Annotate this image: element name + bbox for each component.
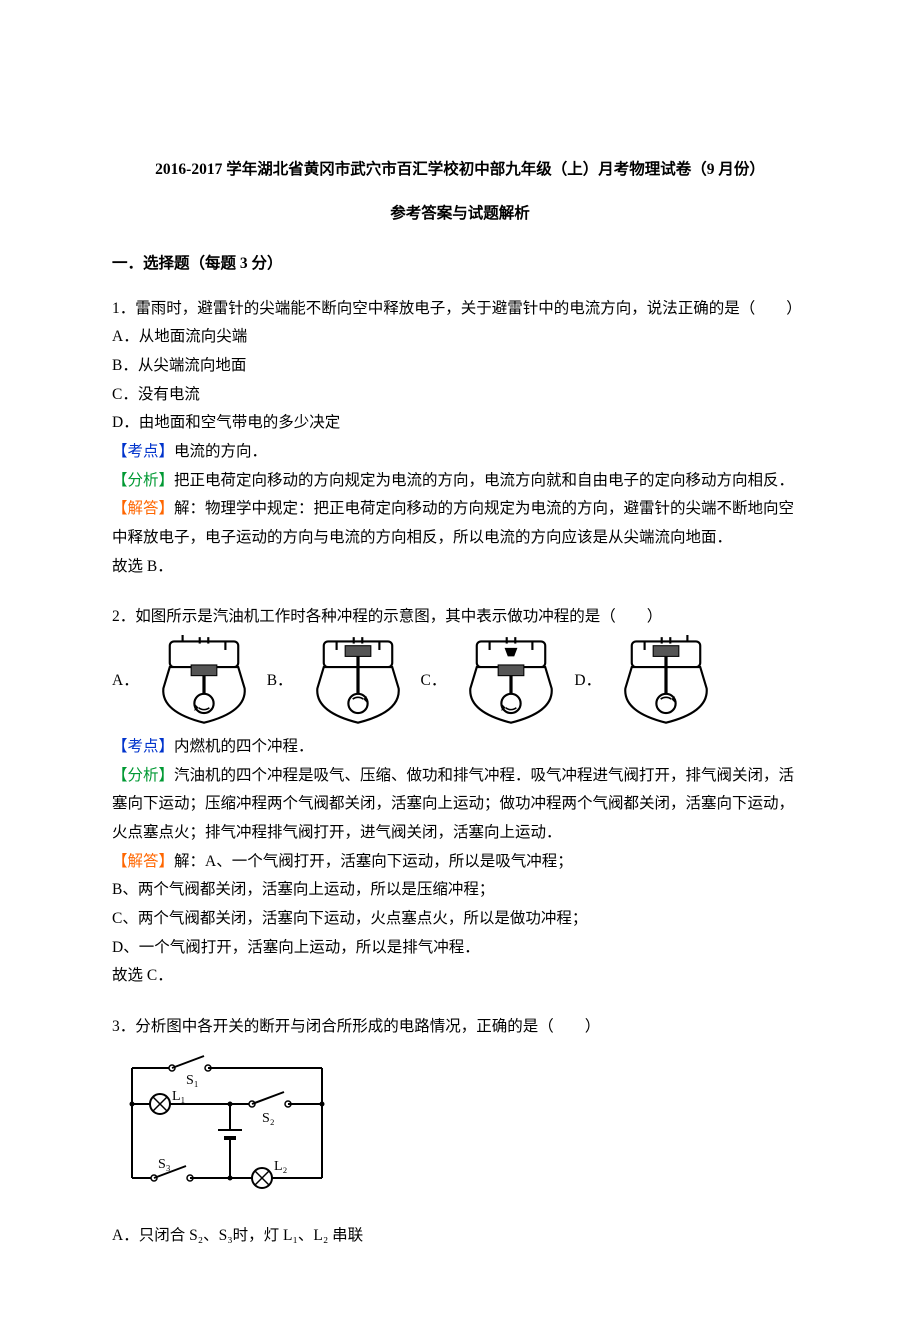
q2-kaodian: 【考点】内燃机的四个冲程． [112,733,808,762]
q3-stem: 3．分析图中各开关的断开与闭合所形成的电路情况，正确的是（ ） [112,1013,808,1042]
q2-opt-d-label: D． [574,667,601,696]
kaodian-text: 内燃机的四个冲程． [174,738,314,755]
q2-jieda: 【解答】解：A、一个气阀打开，活塞向下运动，所以是吸气冲程； [112,848,808,877]
q1-opt-a: A．从地面流向尖端 [112,323,808,352]
l1-label: L₁ [172,1089,185,1104]
s2-label: S₂ [262,1111,275,1126]
engine-diagram-a [145,635,263,727]
q1-fenxi: 【分析】把正电荷定向移动的方向规定为电流的方向，电流方向就和自由电子的定向移动方… [112,467,808,496]
q1-answer: 故选 B． [112,553,808,582]
q1-opt-b: B．从尖端流向地面 [112,352,808,381]
fenxi-label: 【分析】 [112,472,174,489]
q1-kaodian: 【考点】电流的方向． [112,438,808,467]
kaodian-label: 【考点】 [112,738,174,755]
q2-opt-b-label: B． [267,667,293,696]
page-title-1: 2016-2017 学年湖北省黄冈市武穴市百汇学校初中部九年级（上）月考物理试卷… [112,156,808,185]
q2-opt-a-label: A． [112,667,139,696]
jieda-text: 解：物理学中规定：把正电荷定向移动的方向规定为电流的方向，避雷针的尖端不断地向空… [112,500,794,546]
q2-stem: 2．如图所示是汽油机工作时各种冲程的示意图，其中表示做功冲程的是（ ） [112,603,808,632]
page-title-2: 参考答案与试题解析 [112,200,808,229]
kaodian-text: 电流的方向． [174,443,267,460]
exam-page: 2016-2017 学年湖北省黄冈市武穴市百汇学校初中部九年级（上）月考物理试卷… [0,0,920,1331]
q2-line-b: B、两个气阀都关闭，活塞向上运动，所以是压缩冲程； [112,876,808,905]
l2-label: L₂ [274,1159,288,1174]
jieda-label: 【解答】 [112,500,174,517]
spacer [112,581,808,603]
engine-diagram-b [299,635,417,727]
q1-stem: 1．雷雨时，避雷针的尖端能不断向空中释放电子，关于避雷针中的电流方向，说法正确的… [112,295,808,324]
engine-diagram-d [607,635,725,727]
q1-jieda: 【解答】解：物理学中规定：把正电荷定向移动的方向规定为电流的方向，避雷针的尖端不… [112,495,808,552]
q1-opt-d: D．由地面和空气带电的多少决定 [112,409,808,438]
fenxi-text: 把正电荷定向移动的方向规定为电流的方向，电流方向就和自由电子的定向移动方向相反． [174,472,794,489]
s1-label: S₁ [186,1073,199,1088]
jieda-label: 【解答】 [112,853,174,870]
q2-line-d: D、一个气阀打开，活塞向上运动，所以是排气冲程． [112,934,808,963]
fenxi-label: 【分析】 [112,767,174,784]
q2-fenxi: 【分析】汽油机的四个冲程是吸气、压缩、做功和排气冲程．吸气冲程进气阀打开，排气阀… [112,762,808,848]
spacer [112,991,808,1013]
circuit-diagram: S₁ L₁ S₂ S₃ L₂ [112,1048,348,1198]
jieda-text: 解：A、一个气阀打开，活塞向下运动，所以是吸气冲程； [174,853,573,870]
q2-opt-c-label: C． [421,667,447,696]
q2-options-row: A． B． C． [112,635,808,727]
fenxi-text: 汽油机的四个冲程是吸气、压缩、做功和排气冲程．吸气冲程进气阀打开，排气阀关闭，活… [112,767,794,841]
q2-answer: 故选 C． [112,962,808,991]
q2-line-c: C、两个气阀都关闭，活塞向下运动，火点塞点火，所以是做功冲程； [112,905,808,934]
q1-opt-c: C．没有电流 [112,381,808,410]
s3-label: S₃ [158,1157,171,1172]
q3-opt-a: A．只闭合 S₂、S₃时，灯 L₁、L₂ 串联 [112,1222,808,1251]
section-1-heading: 一．选择题（每题 3 分） [112,250,808,279]
engine-diagram-c [452,635,570,727]
kaodian-label: 【考点】 [112,443,174,460]
